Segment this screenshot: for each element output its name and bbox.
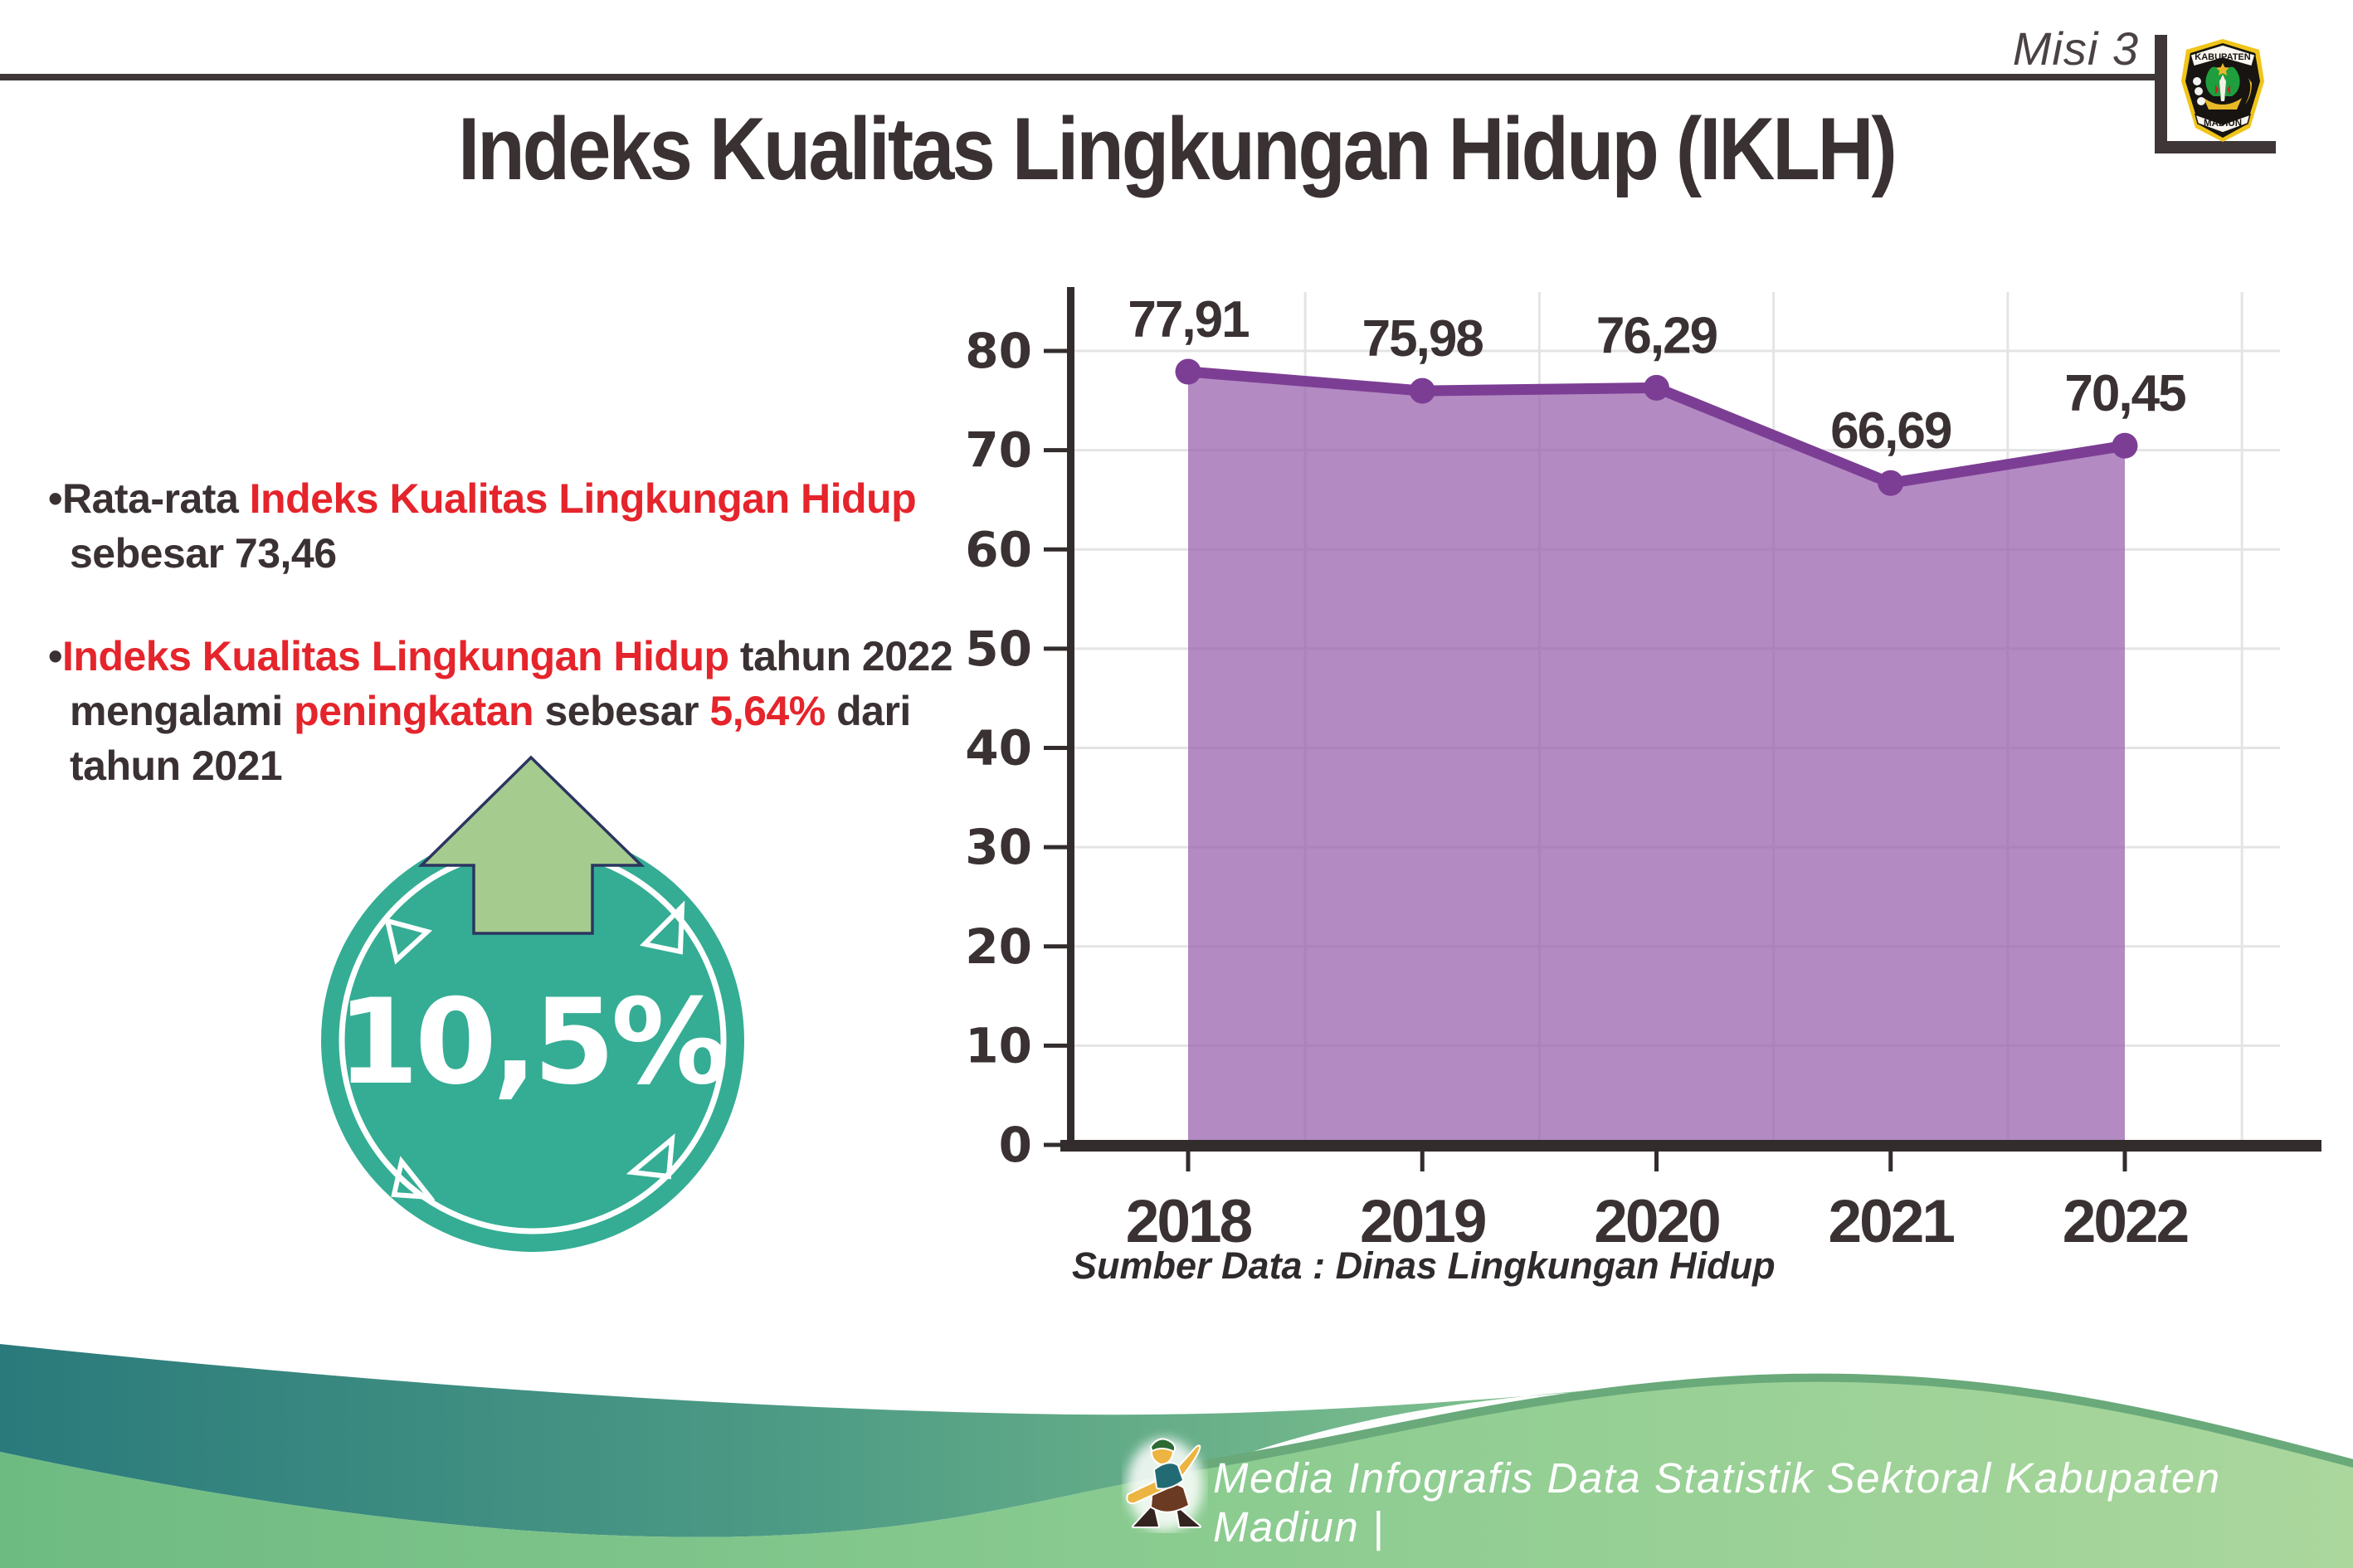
badge-spark-lower-right (626, 1133, 675, 1180)
badge-value: 10,5% (337, 974, 725, 1111)
logo-cotton-2 (2195, 87, 2203, 95)
bullet-list: •Rata-rata Indeks Kualitas Lingkungan Hi… (48, 471, 1035, 841)
y-tick-label: 10 (965, 1017, 1032, 1074)
logo-cotton-1 (2193, 77, 2201, 85)
logo-wings-icon (2204, 98, 2242, 110)
series-line (1182, 366, 2131, 489)
up-arrow-icon (417, 755, 645, 935)
data-label: 70,45 (2064, 365, 2185, 422)
logo-bracket-horizontal (2155, 141, 2276, 153)
mascot-left-leg (1132, 1503, 1160, 1528)
logo-bracket-vertical (2155, 35, 2167, 153)
mascot-face (1151, 1448, 1174, 1465)
header-divider-line (0, 74, 2155, 80)
x-tick-label: 2021 (1829, 1188, 1955, 1255)
data-point (1644, 374, 1669, 401)
logo-cotton-3 (2197, 97, 2205, 105)
y-tick-label: 80 (965, 323, 1032, 379)
y-tick-label: 20 (965, 918, 1032, 975)
page-title: Indeks Kualitas Lingkungan Hidup (IKLH) (458, 99, 1898, 198)
text-segment: mengalami (70, 688, 295, 734)
misi-label: Misi 3 (2012, 22, 2139, 75)
text-segment: • (48, 475, 63, 522)
text-segment: peningkatan (294, 688, 534, 734)
y-tick-label: 0 (999, 1117, 1032, 1173)
data-point (1175, 358, 1201, 385)
logo-keris-icon (2219, 75, 2226, 101)
logo-top-banner (2190, 44, 2256, 67)
text-segment: 5,64% (709, 688, 826, 734)
logo-flame-accents (2215, 85, 2230, 95)
footer-wave-edge-stripe (1201, 1373, 2353, 1475)
logo-bottom-banner-text: MADIUN (2204, 119, 2242, 129)
badge-spark-upper-right (639, 900, 685, 955)
area-fill (1188, 372, 2125, 1146)
data-label: 76,29 (1596, 307, 1717, 364)
text-segment: Rata-rata (62, 475, 250, 522)
text-segment: tahun 2022 (728, 633, 953, 679)
text-segment: sebesar (533, 688, 710, 734)
increase-badge: 10,5% (321, 755, 744, 1252)
data-point (1409, 377, 1435, 404)
bullet-item-increase: •Indeks Kualitas Lingkungan Hidup tahun … (48, 629, 1035, 793)
mascot-torso (1153, 1462, 1184, 1490)
data-point (1878, 470, 1904, 496)
mascot-right-leg (1175, 1505, 1201, 1528)
data-label: 77,91 (1128, 291, 1249, 348)
logo-bottom-banner (2194, 113, 2252, 134)
bullet-item-average: •Rata-rata Indeks Kualitas Lingkungan Hi… (48, 471, 1035, 581)
text-segment: Indeks Kualitas Lingkungan Hidup (249, 475, 917, 522)
text-segment: tahun 2021 (70, 743, 283, 789)
logo-top-banner-text: KABUPATEN (2195, 52, 2250, 62)
badge-spark-lower-left (391, 1156, 436, 1200)
text-segment: • (48, 633, 63, 679)
source-note: Sumber Data : Dinas Lingkungan Hidup (1072, 1244, 1776, 1287)
mascot-figure (1126, 1438, 1201, 1528)
logo-rice-stalk (2245, 78, 2252, 105)
data-label: 75,98 (1362, 310, 1483, 368)
footer-caption: Media Infografis Data Statistik Sektoral… (1213, 1454, 2221, 1551)
y-tick-label: 70 (965, 422, 1032, 479)
footer-wave-teal-band (0, 1344, 1626, 1537)
text-segment: dari (825, 688, 911, 734)
dancer-mascot-icon (1126, 1438, 1203, 1531)
badge-spark-upper-left (383, 917, 433, 965)
y-axis-line (1067, 287, 1074, 1151)
x-tick-label: 2022 (2063, 1188, 2188, 1255)
text-segment: Indeks Kualitas Lingkungan Hidup (62, 633, 729, 679)
kabupaten-madiun-logo-icon: KABUPATEN MADIUN (2181, 39, 2264, 142)
data-point (2112, 432, 2138, 459)
logo-star-icon (2216, 63, 2229, 75)
text-segment: sebesar 73,46 (70, 530, 337, 577)
data-label: 66,69 (1830, 402, 1951, 460)
x-axis-line (1060, 1140, 2321, 1152)
